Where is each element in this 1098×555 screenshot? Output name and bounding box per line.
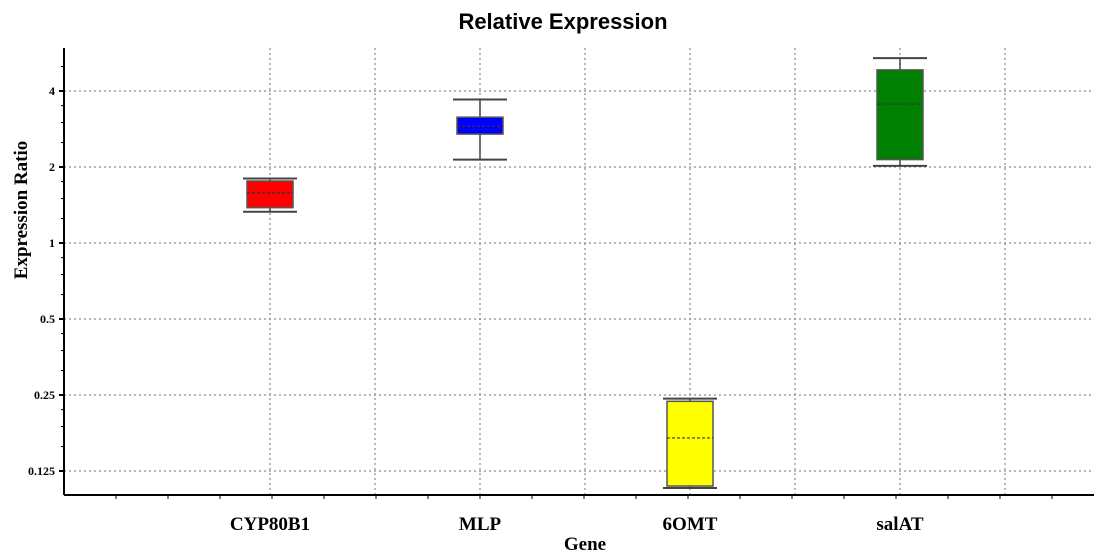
axes: [59, 48, 1094, 499]
y-axis-label: Expression Ratio: [11, 141, 32, 279]
y-tick-label: 0.5: [40, 312, 55, 326]
box-body: [456, 116, 504, 135]
box-body: [246, 180, 294, 209]
x-tick-label: CYP80B1: [230, 514, 310, 535]
box-series: [243, 57, 927, 490]
box-MLP: [453, 98, 507, 161]
y-tick-label: 0.125: [28, 464, 55, 478]
box-body: [876, 69, 924, 161]
box-CYP80B1: [243, 177, 297, 213]
x-axis-label: Gene: [564, 534, 606, 555]
x-tick-label: salAT: [876, 514, 923, 535]
y-tick-label: 0.25: [34, 388, 55, 402]
y-tick-labels: 4 2 1 0.5 0.25 0.125: [28, 84, 55, 478]
y-tick-label: 2: [49, 160, 55, 174]
chart-title: Relative Expression: [458, 9, 667, 34]
x-tick-label: MLP: [459, 514, 502, 535]
x-tick-labels: CYP80B1 MLP 6OMT salAT: [230, 514, 924, 535]
box-salAT: [873, 57, 927, 167]
x-tick-label: 6OMT: [663, 514, 718, 535]
y-tick-label: 4: [49, 84, 55, 98]
grid-layer: [64, 48, 1094, 495]
box-6OMT: [663, 397, 717, 490]
y-tick-label: 1: [49, 236, 55, 250]
box-body: [666, 400, 714, 487]
